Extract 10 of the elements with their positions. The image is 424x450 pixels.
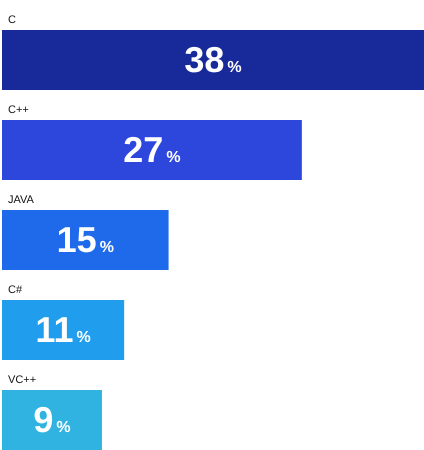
data-label: 38% xyxy=(184,39,242,80)
y-tick-label: C# xyxy=(8,284,23,296)
y-tick-label: C xyxy=(8,14,16,26)
data-label: 11% xyxy=(35,309,91,350)
data-label: 9% xyxy=(33,399,71,440)
y-tick-label: C++ xyxy=(8,104,29,116)
y-tick-label: JAVA xyxy=(8,194,35,206)
data-label: 27% xyxy=(123,129,181,170)
y-tick-label: VC++ xyxy=(8,374,36,386)
data-label: 15% xyxy=(56,219,114,260)
